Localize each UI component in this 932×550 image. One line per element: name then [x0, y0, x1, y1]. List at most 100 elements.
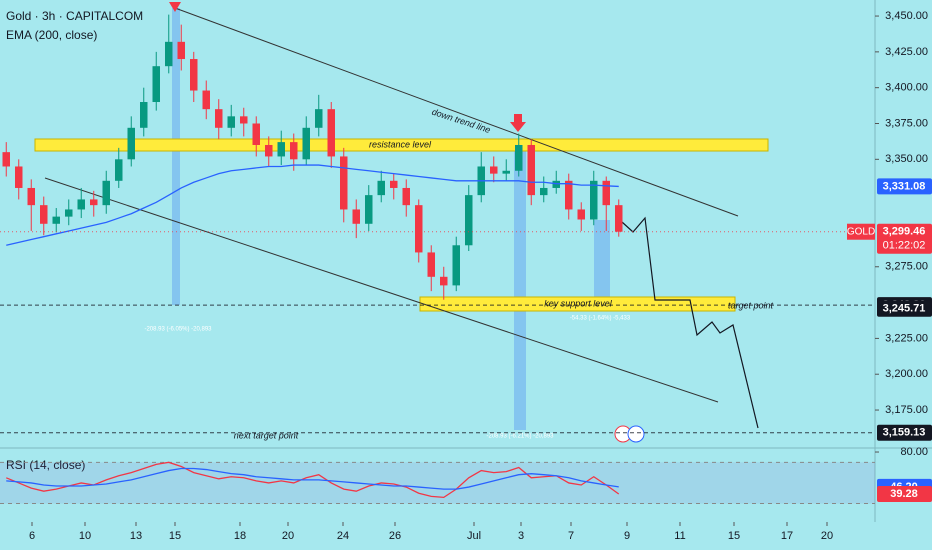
x-tick-label: 7 [568, 530, 574, 542]
price-tag-label: 3,299.46 [883, 226, 926, 238]
x-tick-label: 10 [79, 530, 91, 542]
candle-body [502, 170, 510, 174]
candle-body [465, 195, 473, 246]
y-tick-label: 3,175.00 [885, 404, 928, 416]
symbol-tag [847, 223, 875, 240]
x-tick-label: 20 [821, 530, 833, 542]
candle-body [290, 142, 298, 160]
price-tag [877, 424, 932, 441]
candle-body [215, 109, 223, 128]
price-tag-label: 3,159.13 [883, 427, 926, 439]
y-tick-label: 3,350.00 [885, 153, 928, 165]
y-tick-label: 3,375.00 [885, 117, 928, 129]
projection-path [621, 216, 759, 429]
rsi-tick-label: 80.00 [900, 446, 928, 458]
x-tick-label: 20 [282, 530, 294, 542]
candle-body [565, 180, 573, 210]
measure-label: -208.93 (-6.21%) -20,893 [486, 434, 554, 440]
candle-body [277, 142, 285, 157]
annotation: down trend line [431, 107, 492, 135]
y-tick-label: 3,400.00 [885, 82, 928, 94]
trend-line [44, 177, 719, 403]
candle-body [52, 216, 60, 224]
candle-body [552, 180, 560, 188]
trend-line [174, 7, 739, 217]
candle-body [402, 187, 410, 206]
x-tick-label: 18 [234, 530, 246, 542]
candle-body [90, 199, 98, 206]
y-tick-label: 3,425.00 [885, 46, 928, 58]
measure-label: -54.33 (-1.64%) -5,433 [570, 316, 631, 322]
x-tick-label: 24 [337, 530, 349, 542]
chart-title: Gold · 3h · CAPITALCOM [6, 9, 143, 23]
candle-body [190, 59, 198, 91]
candle-body [102, 180, 110, 206]
rsi-title: RSI (14, close) [6, 458, 85, 472]
candle-body [127, 127, 135, 160]
candle-body [390, 180, 398, 188]
rsi-tag [877, 485, 932, 502]
price-tag-time: 01:22:02 [883, 240, 926, 252]
candle-body [27, 187, 35, 206]
candle-body [252, 123, 260, 145]
x-tick-label: 6 [29, 530, 35, 542]
x-tick-label: 11 [674, 530, 685, 542]
ema-line [6, 164, 619, 246]
rsi-line [6, 461, 620, 499]
y-tick-label: 3,200.00 [885, 368, 928, 380]
y-tick-label: 3,450.00 [885, 10, 928, 22]
arrow [169, 2, 181, 12]
symbol-tag-label: GOLD [847, 226, 875, 237]
arrow [510, 114, 526, 132]
measure-box [594, 220, 610, 305]
candle-body [302, 127, 310, 160]
candle-body [377, 180, 385, 196]
x-tick-label: 15 [728, 530, 740, 542]
candle-body [15, 166, 23, 188]
measure-box [514, 140, 526, 430]
annotation: resistance level [369, 139, 432, 149]
annotation: next target point [234, 430, 299, 440]
x-tick-label: 3 [518, 530, 524, 542]
x-tick-label: Jul [467, 530, 481, 542]
x-tick-label: 13 [130, 530, 142, 542]
price-tag [877, 223, 932, 254]
candle-body [527, 144, 535, 196]
measure-label: -208.93 (-6.05%) -20,893 [144, 327, 212, 333]
candle-body [365, 195, 373, 224]
candle-body [440, 276, 448, 286]
candle-body [452, 245, 460, 286]
annotation: key support level [544, 298, 613, 308]
candle-body [240, 116, 248, 124]
price-tag-label: 3,331.08 [883, 180, 926, 192]
candle-body [265, 144, 273, 157]
candle-body [577, 209, 585, 220]
candle-body [177, 41, 185, 60]
candle-body [227, 116, 235, 128]
x-tick-label: 9 [624, 530, 630, 542]
candle-body [202, 90, 210, 110]
candle-body [2, 152, 10, 167]
candle-body [540, 187, 548, 196]
candle-body [140, 102, 148, 128]
price-tag [877, 178, 932, 195]
candle-body [77, 199, 85, 210]
candle-body [490, 166, 498, 174]
candle-body [415, 205, 423, 253]
candle-body [115, 159, 123, 181]
resistance-zone [34, 138, 769, 152]
rsi-tag-label: 39.28 [890, 488, 918, 500]
candle-body [602, 180, 610, 206]
candle-body [165, 41, 173, 67]
x-tick-label: 15 [169, 530, 181, 542]
candle-body [427, 252, 435, 277]
candle-body [515, 144, 523, 171]
indicator-label: EMA (200, close) [6, 28, 97, 42]
price-tag-label: 3,245.71 [883, 303, 926, 315]
y-tick-label: 3,225.00 [885, 332, 928, 344]
candle-body [327, 109, 335, 157]
x-tick-label: 17 [781, 530, 793, 542]
candle-body [615, 205, 623, 232]
y-tick-label: 3,275.00 [885, 261, 928, 273]
